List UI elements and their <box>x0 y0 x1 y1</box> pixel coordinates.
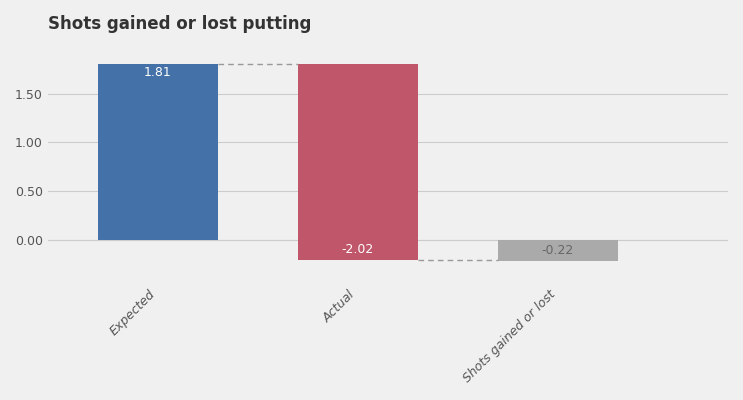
Text: -2.02: -2.02 <box>342 243 374 256</box>
Text: Shots gained or lost putting: Shots gained or lost putting <box>48 15 311 33</box>
Text: -0.22: -0.22 <box>542 244 574 257</box>
Bar <box>498 240 618 261</box>
Bar <box>98 64 218 240</box>
Text: 1.81: 1.81 <box>144 66 172 79</box>
Bar <box>298 64 418 260</box>
